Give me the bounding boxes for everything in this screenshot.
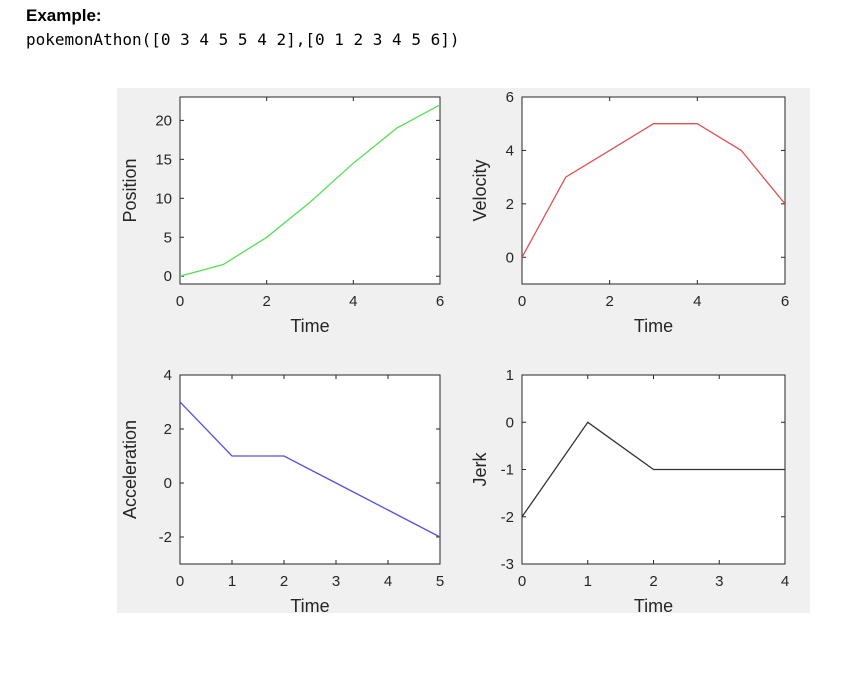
y-axis-title: Acceleration [120, 420, 140, 519]
y-tick-label: 5 [164, 229, 172, 246]
x-tick-label: 4 [349, 293, 357, 310]
x-tick-label: 3 [715, 573, 723, 590]
x-tick-label: 0 [518, 293, 526, 310]
subplot-position: 0 2 4 6 0 5 10 15 20 Time Position [120, 96, 444, 336]
y-axis-title: Velocity [470, 159, 490, 221]
x-tick-label: 3 [332, 573, 340, 590]
x-tick-label: 2 [649, 573, 657, 590]
y-tick-label: 6 [506, 89, 514, 106]
x-tick-label: 6 [436, 293, 444, 310]
plot-area [521, 96, 786, 285]
y-tick-label: 2 [164, 421, 172, 438]
subplot-jerk: 0 1 2 3 4 -3 -2 -1 0 1 Time Jerk [470, 367, 789, 613]
y-tick-label: -2 [159, 529, 172, 546]
x-tick-label: 1 [228, 573, 236, 590]
x-tick-label: 0 [176, 293, 184, 310]
series-line [180, 104, 440, 277]
y-tick-label: 0 [506, 414, 514, 431]
x-axis-title: Time [634, 316, 673, 336]
subplot-velocity: 0 2 4 6 0 2 4 6 Time Velocity [470, 89, 789, 336]
x-tick-label: 4 [384, 573, 392, 590]
y-tick-label: 2 [506, 196, 514, 213]
example-heading: Example: [26, 6, 102, 25]
y-tick-label: 20 [155, 112, 172, 129]
x-axis-title: Time [290, 596, 329, 613]
x-tick-label: 5 [436, 573, 444, 590]
y-tick-label: -1 [501, 462, 514, 479]
y-tick-label: 0 [506, 249, 514, 266]
x-tick-label: 4 [781, 573, 789, 590]
y-tick-label: 15 [155, 151, 172, 168]
x-tick-label: 2 [605, 293, 613, 310]
y-tick-label: 4 [506, 142, 514, 159]
figure-window: 0 2 4 6 0 5 10 15 20 Time Position 0 2 4 6 0 2 4 6 Time Velo… [117, 88, 810, 613]
x-axis-title: Time [290, 316, 329, 336]
series-line [180, 401, 440, 538]
y-axis-title: Position [120, 158, 140, 222]
y-tick-label: -2 [501, 509, 514, 526]
y-tick-label: 0 [164, 268, 172, 285]
y-tick-label: 10 [155, 190, 172, 207]
series-line [522, 421, 785, 518]
x-tick-label: 2 [262, 293, 270, 310]
y-axis-title: Jerk [470, 452, 490, 487]
y-tick-label: 1 [506, 367, 514, 384]
y-tick-label: 0 [164, 475, 172, 492]
plot-area [179, 96, 441, 285]
series-line [522, 123, 785, 258]
x-tick-label: 1 [584, 573, 592, 590]
subplot-acceleration: 0 1 2 3 4 5 -2 0 2 4 Time Acceleration [120, 367, 444, 613]
x-tick-label: 0 [176, 573, 184, 590]
x-tick-label: 0 [518, 573, 526, 590]
x-tick-label: 6 [781, 293, 789, 310]
x-tick-label: 4 [693, 293, 701, 310]
x-axis-title: Time [634, 596, 673, 613]
y-tick-label: 4 [164, 367, 172, 384]
x-tick-label: 2 [280, 573, 288, 590]
y-tick-label: -3 [501, 556, 514, 573]
code-example: pokemonAthon([0 3 4 5 5 4 2],[0 1 2 3 4 … [26, 30, 460, 49]
